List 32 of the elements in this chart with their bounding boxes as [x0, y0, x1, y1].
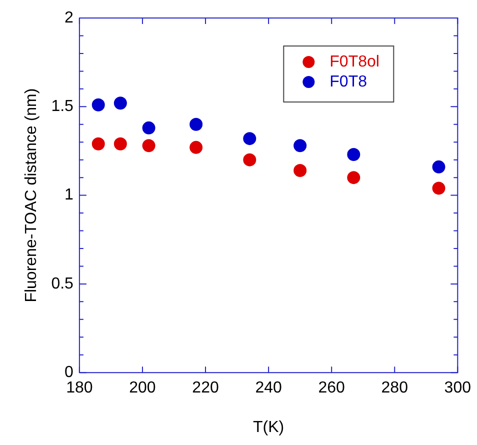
point: [432, 160, 446, 174]
point: [347, 148, 360, 162]
x-tick-label: 240: [255, 380, 282, 397]
x-tick-label: 180: [66, 380, 93, 397]
y-tick-label: 0: [64, 364, 74, 382]
legend-label: F0T8: [330, 73, 368, 90]
point: [243, 132, 256, 146]
y-tick-label: 1: [64, 186, 74, 204]
x-tick-label: 300: [444, 380, 472, 397]
point: [432, 182, 446, 195]
point: [92, 137, 105, 150]
point: [114, 137, 127, 150]
legend-label: F0T8ol: [330, 53, 380, 70]
x-axis-title: T(K): [252, 418, 284, 436]
point: [294, 164, 307, 177]
point: [92, 98, 105, 112]
y-tick-label: 2: [64, 9, 74, 26]
point: [294, 139, 307, 152]
point: [142, 121, 156, 134]
x-tick-label: 260: [318, 380, 346, 397]
y-tick-label: 1.5: [51, 98, 74, 116]
point: [347, 171, 360, 184]
point: [190, 140, 203, 154]
point: [114, 96, 127, 110]
y-axis-title: Fluorene-TOAC distance (nm): [23, 88, 40, 302]
y-tick-label: 0.5: [51, 275, 74, 292]
point: [190, 118, 203, 131]
x-tick-label: 220: [192, 380, 219, 397]
point: [142, 139, 156, 152]
x-tick-label: 280: [381, 380, 408, 397]
x-tick-label: 200: [129, 380, 156, 397]
point: [243, 153, 256, 166]
